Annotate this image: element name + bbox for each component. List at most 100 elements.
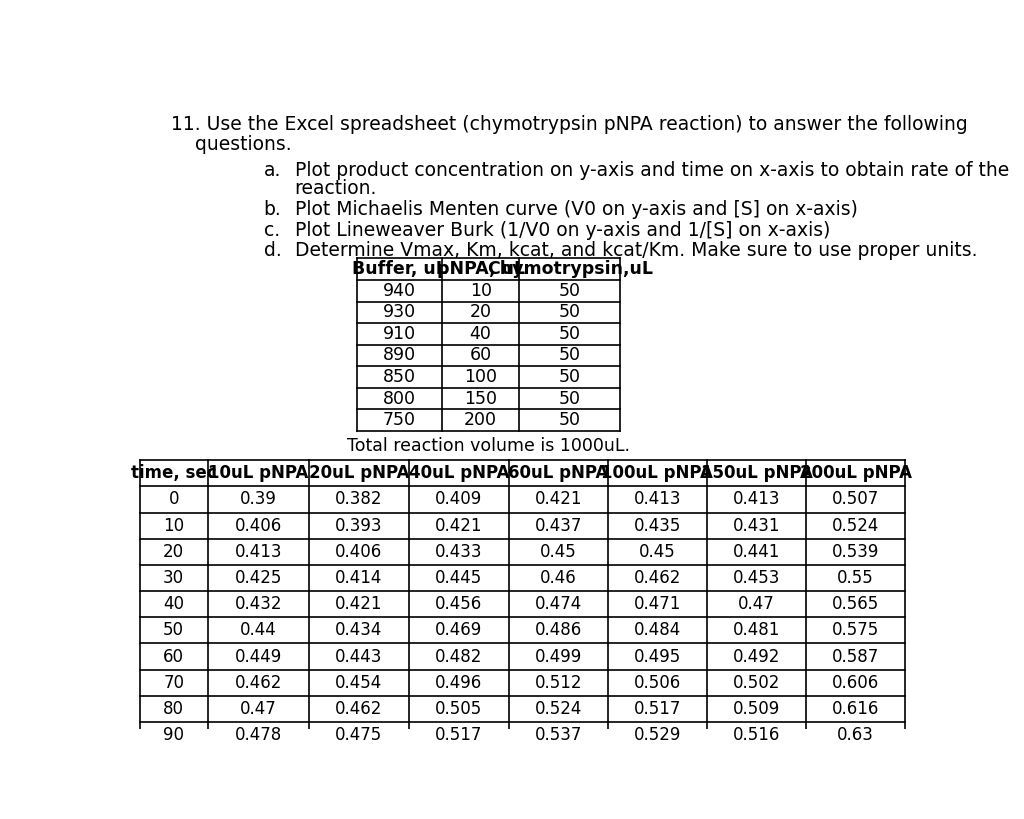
Text: 0.431: 0.431 [733, 517, 780, 535]
Text: 90: 90 [163, 726, 184, 744]
Text: 40uL pNPA: 40uL pNPA [409, 464, 509, 482]
Text: time, sec: time, sec [131, 464, 216, 482]
Text: 0.509: 0.509 [733, 700, 780, 718]
Text: 0.539: 0.539 [833, 543, 880, 561]
Text: 0.462: 0.462 [234, 674, 282, 692]
Text: 0.413: 0.413 [634, 491, 681, 509]
Text: 20: 20 [470, 303, 492, 321]
Text: 0.413: 0.413 [733, 491, 780, 509]
Text: 40: 40 [163, 595, 184, 613]
Text: 10: 10 [163, 517, 184, 535]
Text: 0.414: 0.414 [335, 569, 383, 587]
Text: 0.507: 0.507 [833, 491, 880, 509]
Text: 60uL pNPA: 60uL pNPA [508, 464, 608, 482]
Text: 150: 150 [464, 390, 497, 408]
Text: 80: 80 [163, 700, 184, 718]
Text: 20: 20 [163, 543, 184, 561]
Text: 0.409: 0.409 [435, 491, 482, 509]
Text: 0.478: 0.478 [234, 726, 282, 744]
Text: pNPA, uL: pNPA, uL [436, 260, 524, 278]
Text: 0.517: 0.517 [435, 726, 482, 744]
Text: 0.471: 0.471 [634, 595, 681, 613]
Text: Plot Lineweaver Burk (1/V0 on y-axis and 1/[S] on x-axis): Plot Lineweaver Burk (1/V0 on y-axis and… [295, 220, 830, 240]
Text: 0.434: 0.434 [335, 622, 383, 640]
Text: 0.421: 0.421 [535, 491, 582, 509]
Text: 200uL pNPA: 200uL pNPA [800, 464, 911, 482]
Text: 0.499: 0.499 [535, 648, 582, 666]
Text: 0.55: 0.55 [838, 569, 874, 587]
Text: 0.565: 0.565 [833, 595, 880, 613]
Text: 50: 50 [559, 346, 581, 364]
Text: Determine Vmax, Km, kcat, and kcat/Km. Make sure to use proper units.: Determine Vmax, Km, kcat, and kcat/Km. M… [295, 242, 977, 260]
Text: 60: 60 [470, 346, 492, 364]
Text: 0.469: 0.469 [435, 622, 482, 640]
Text: 60: 60 [163, 648, 184, 666]
Text: 0.482: 0.482 [435, 648, 482, 666]
Text: 0.456: 0.456 [435, 595, 482, 613]
Text: Total reaction volume is 1000uL.: Total reaction volume is 1000uL. [347, 437, 630, 455]
Text: 50: 50 [559, 390, 581, 408]
Text: 0.492: 0.492 [733, 648, 780, 666]
Text: 0.524: 0.524 [833, 517, 880, 535]
Text: 200: 200 [464, 411, 497, 429]
Text: 0.413: 0.413 [234, 543, 282, 561]
Text: 0.406: 0.406 [234, 517, 282, 535]
Text: 0.537: 0.537 [535, 726, 582, 744]
Text: 910: 910 [383, 325, 416, 343]
Text: 0.505: 0.505 [435, 700, 482, 718]
Text: 11. Use the Excel spreadsheet (chymotrypsin pNPA reaction) to answer the followi: 11. Use the Excel spreadsheet (chymotryp… [171, 115, 968, 134]
Text: d.: d. [263, 242, 282, 260]
Text: 10: 10 [470, 282, 492, 300]
Text: a.: a. [263, 161, 281, 180]
Text: 50: 50 [559, 303, 581, 321]
Text: 0: 0 [169, 491, 179, 509]
Text: 10uL pNPA: 10uL pNPA [208, 464, 308, 482]
Text: 0.462: 0.462 [634, 569, 681, 587]
Text: 0.445: 0.445 [435, 569, 482, 587]
Text: 0.454: 0.454 [335, 674, 383, 692]
Text: 940: 940 [383, 282, 416, 300]
Text: 40: 40 [470, 325, 492, 343]
Text: 0.606: 0.606 [833, 674, 880, 692]
Text: 0.63: 0.63 [838, 726, 874, 744]
Text: 50: 50 [559, 411, 581, 429]
Text: c.: c. [263, 220, 280, 240]
Text: 0.45: 0.45 [639, 543, 676, 561]
Text: 20uL pNPA: 20uL pNPA [308, 464, 410, 482]
Text: 800: 800 [383, 390, 416, 408]
Text: 0.382: 0.382 [335, 491, 383, 509]
Text: Buffer, uL: Buffer, uL [352, 260, 446, 278]
Text: questions.: questions. [171, 135, 291, 154]
Text: 0.393: 0.393 [335, 517, 383, 535]
Text: 0.449: 0.449 [234, 648, 282, 666]
Text: 0.474: 0.474 [535, 595, 582, 613]
Text: 0.443: 0.443 [335, 648, 383, 666]
Text: 0.616: 0.616 [833, 700, 880, 718]
Text: 0.516: 0.516 [733, 726, 780, 744]
Text: Chymotrypsin,uL: Chymotrypsin,uL [486, 260, 652, 278]
Text: 0.496: 0.496 [435, 674, 482, 692]
Text: 100: 100 [464, 368, 497, 386]
Text: 0.432: 0.432 [234, 595, 282, 613]
Text: 0.46: 0.46 [540, 569, 577, 587]
Text: 50: 50 [163, 622, 184, 640]
Text: 0.39: 0.39 [240, 491, 276, 509]
Text: 0.495: 0.495 [634, 648, 681, 666]
Text: Plot Michaelis Menten curve (V0 on y-axis and [S] on x-axis): Plot Michaelis Menten curve (V0 on y-axi… [295, 200, 857, 219]
Text: 0.433: 0.433 [435, 543, 482, 561]
Text: 0.484: 0.484 [634, 622, 681, 640]
Text: 50: 50 [559, 325, 581, 343]
Text: 890: 890 [383, 346, 416, 364]
Text: 0.406: 0.406 [335, 543, 383, 561]
Text: 0.437: 0.437 [535, 517, 582, 535]
Text: 0.435: 0.435 [634, 517, 681, 535]
Text: 0.517: 0.517 [634, 700, 681, 718]
Text: 0.486: 0.486 [535, 622, 582, 640]
Text: 70: 70 [163, 674, 184, 692]
Text: 750: 750 [383, 411, 416, 429]
Text: 0.441: 0.441 [733, 543, 780, 561]
Text: 0.475: 0.475 [335, 726, 383, 744]
Text: 0.512: 0.512 [535, 674, 582, 692]
Text: b.: b. [263, 200, 282, 219]
Text: 0.529: 0.529 [634, 726, 681, 744]
